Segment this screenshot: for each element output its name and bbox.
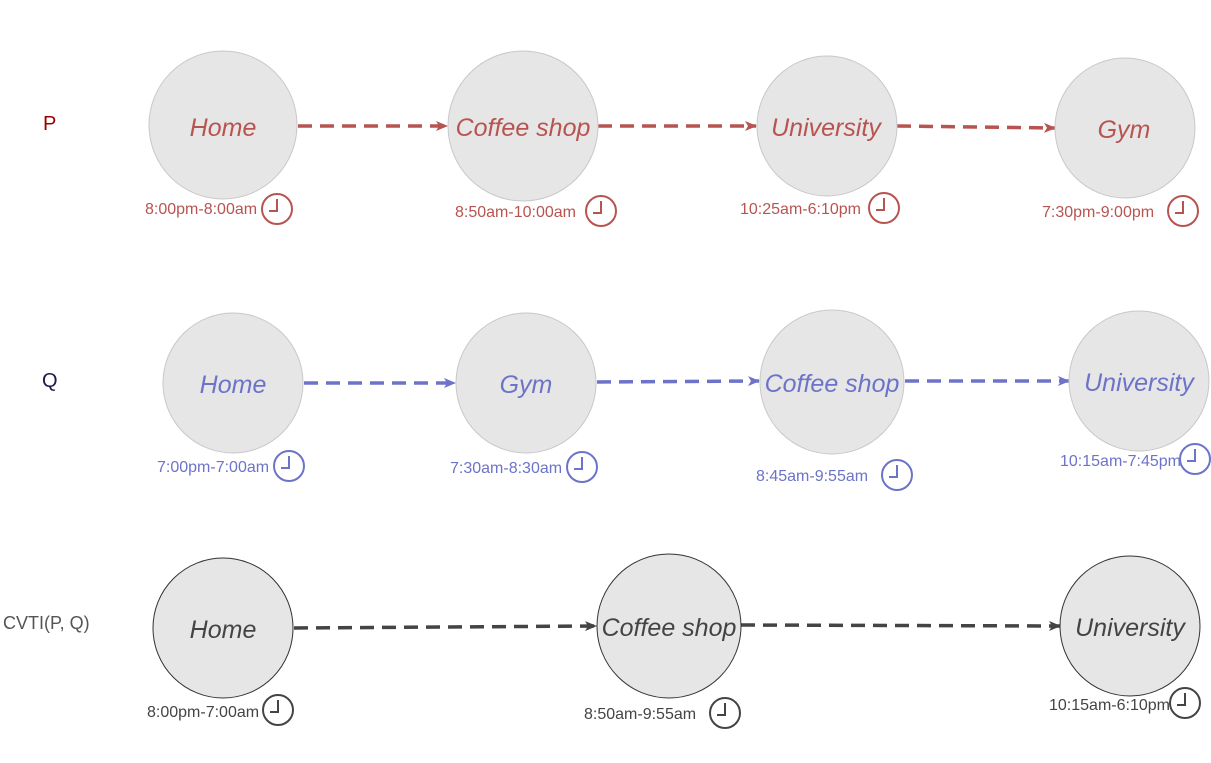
time-label-cvti-university: 10:15am-6:10pm bbox=[1049, 697, 1170, 714]
row-cvti: CVTI(P, Q) Home Coffee shop University 8… bbox=[3, 553, 1201, 729]
time-label-p-coffee-shop-visible: 8:50am-10:00am bbox=[455, 204, 576, 221]
node-label-q-home: Home bbox=[200, 371, 267, 399]
node-p-university bbox=[756, 55, 898, 197]
clock-icon bbox=[709, 697, 741, 729]
row-q: Q Home Gym Coffee shop University 7:00pm… bbox=[42, 309, 1211, 491]
node-label-p-gym: Gym bbox=[1098, 116, 1151, 144]
node-label-cvti-university: University bbox=[1075, 614, 1186, 642]
clock-icon bbox=[566, 451, 598, 483]
time-label-q-gym: 7:30am-8:30am bbox=[450, 460, 562, 477]
node-label-p-coffee-shop: Coffee shop bbox=[456, 114, 591, 142]
row-label-p: P bbox=[43, 113, 56, 135]
row-label-cvti: CVTI(P, Q) bbox=[3, 613, 90, 633]
time-label-p-university: 10:25am-6:10pm bbox=[740, 201, 861, 218]
time-label-cvti-coffee-shop: 8:50am-9:55am bbox=[584, 706, 696, 723]
node-p-home bbox=[148, 50, 298, 200]
node-q-gym bbox=[455, 312, 597, 454]
time-label-cvti-home: 8:00pm-7:00am bbox=[147, 704, 259, 721]
node-p-coffee-shop bbox=[447, 50, 599, 202]
time-label-q-university: 10:15am-7:45pm bbox=[1060, 453, 1181, 470]
node-label-q-university: University bbox=[1084, 369, 1195, 397]
time-label-p-home: 8:00pm-8:00am bbox=[145, 201, 257, 218]
edge-q-2 bbox=[596, 376, 760, 387]
node-cvti-coffee-shop bbox=[596, 553, 742, 699]
clock-icon bbox=[262, 694, 294, 726]
edge-cvti-1 bbox=[293, 621, 597, 632]
edge-p-3 bbox=[896, 122, 1056, 133]
row-label-q: Q bbox=[42, 370, 58, 392]
node-cvti-home bbox=[152, 557, 294, 699]
time-label-p-gym: 7:30pm-9:00pm bbox=[1042, 204, 1154, 221]
clock-icon bbox=[868, 192, 900, 224]
node-q-home bbox=[162, 312, 304, 454]
node-label-q-coffee-shop: Coffee shop bbox=[765, 370, 900, 398]
node-label-p-university: University bbox=[771, 114, 882, 142]
node-label-cvti-home: Home bbox=[190, 616, 257, 644]
clock-icon bbox=[1179, 443, 1211, 475]
clock-icon bbox=[881, 459, 913, 491]
clock-icon bbox=[1167, 195, 1199, 227]
clock-icon bbox=[1169, 687, 1201, 719]
time-label-q-coffee-shop: 8:45am-9:55am bbox=[756, 468, 868, 485]
node-p-gym bbox=[1054, 57, 1196, 199]
edge-cvti-2 bbox=[740, 620, 1061, 631]
clock-icon bbox=[273, 450, 305, 482]
node-q-coffee-shop bbox=[759, 309, 905, 455]
node-label-cvti-coffee-shop: Coffee shop bbox=[602, 614, 737, 642]
clock-icon bbox=[585, 195, 617, 227]
node-cvti-university bbox=[1059, 555, 1201, 697]
node-label-p-home: Home bbox=[190, 114, 257, 142]
row-p: P Home Coffee shop University Gym 8:00pm… bbox=[43, 50, 1199, 227]
node-label-q-gym: Gym bbox=[500, 371, 553, 399]
clock-icon bbox=[261, 193, 293, 225]
node-q-university bbox=[1068, 310, 1210, 452]
time-label-q-home: 7:00pm-7:00am bbox=[157, 459, 269, 476]
